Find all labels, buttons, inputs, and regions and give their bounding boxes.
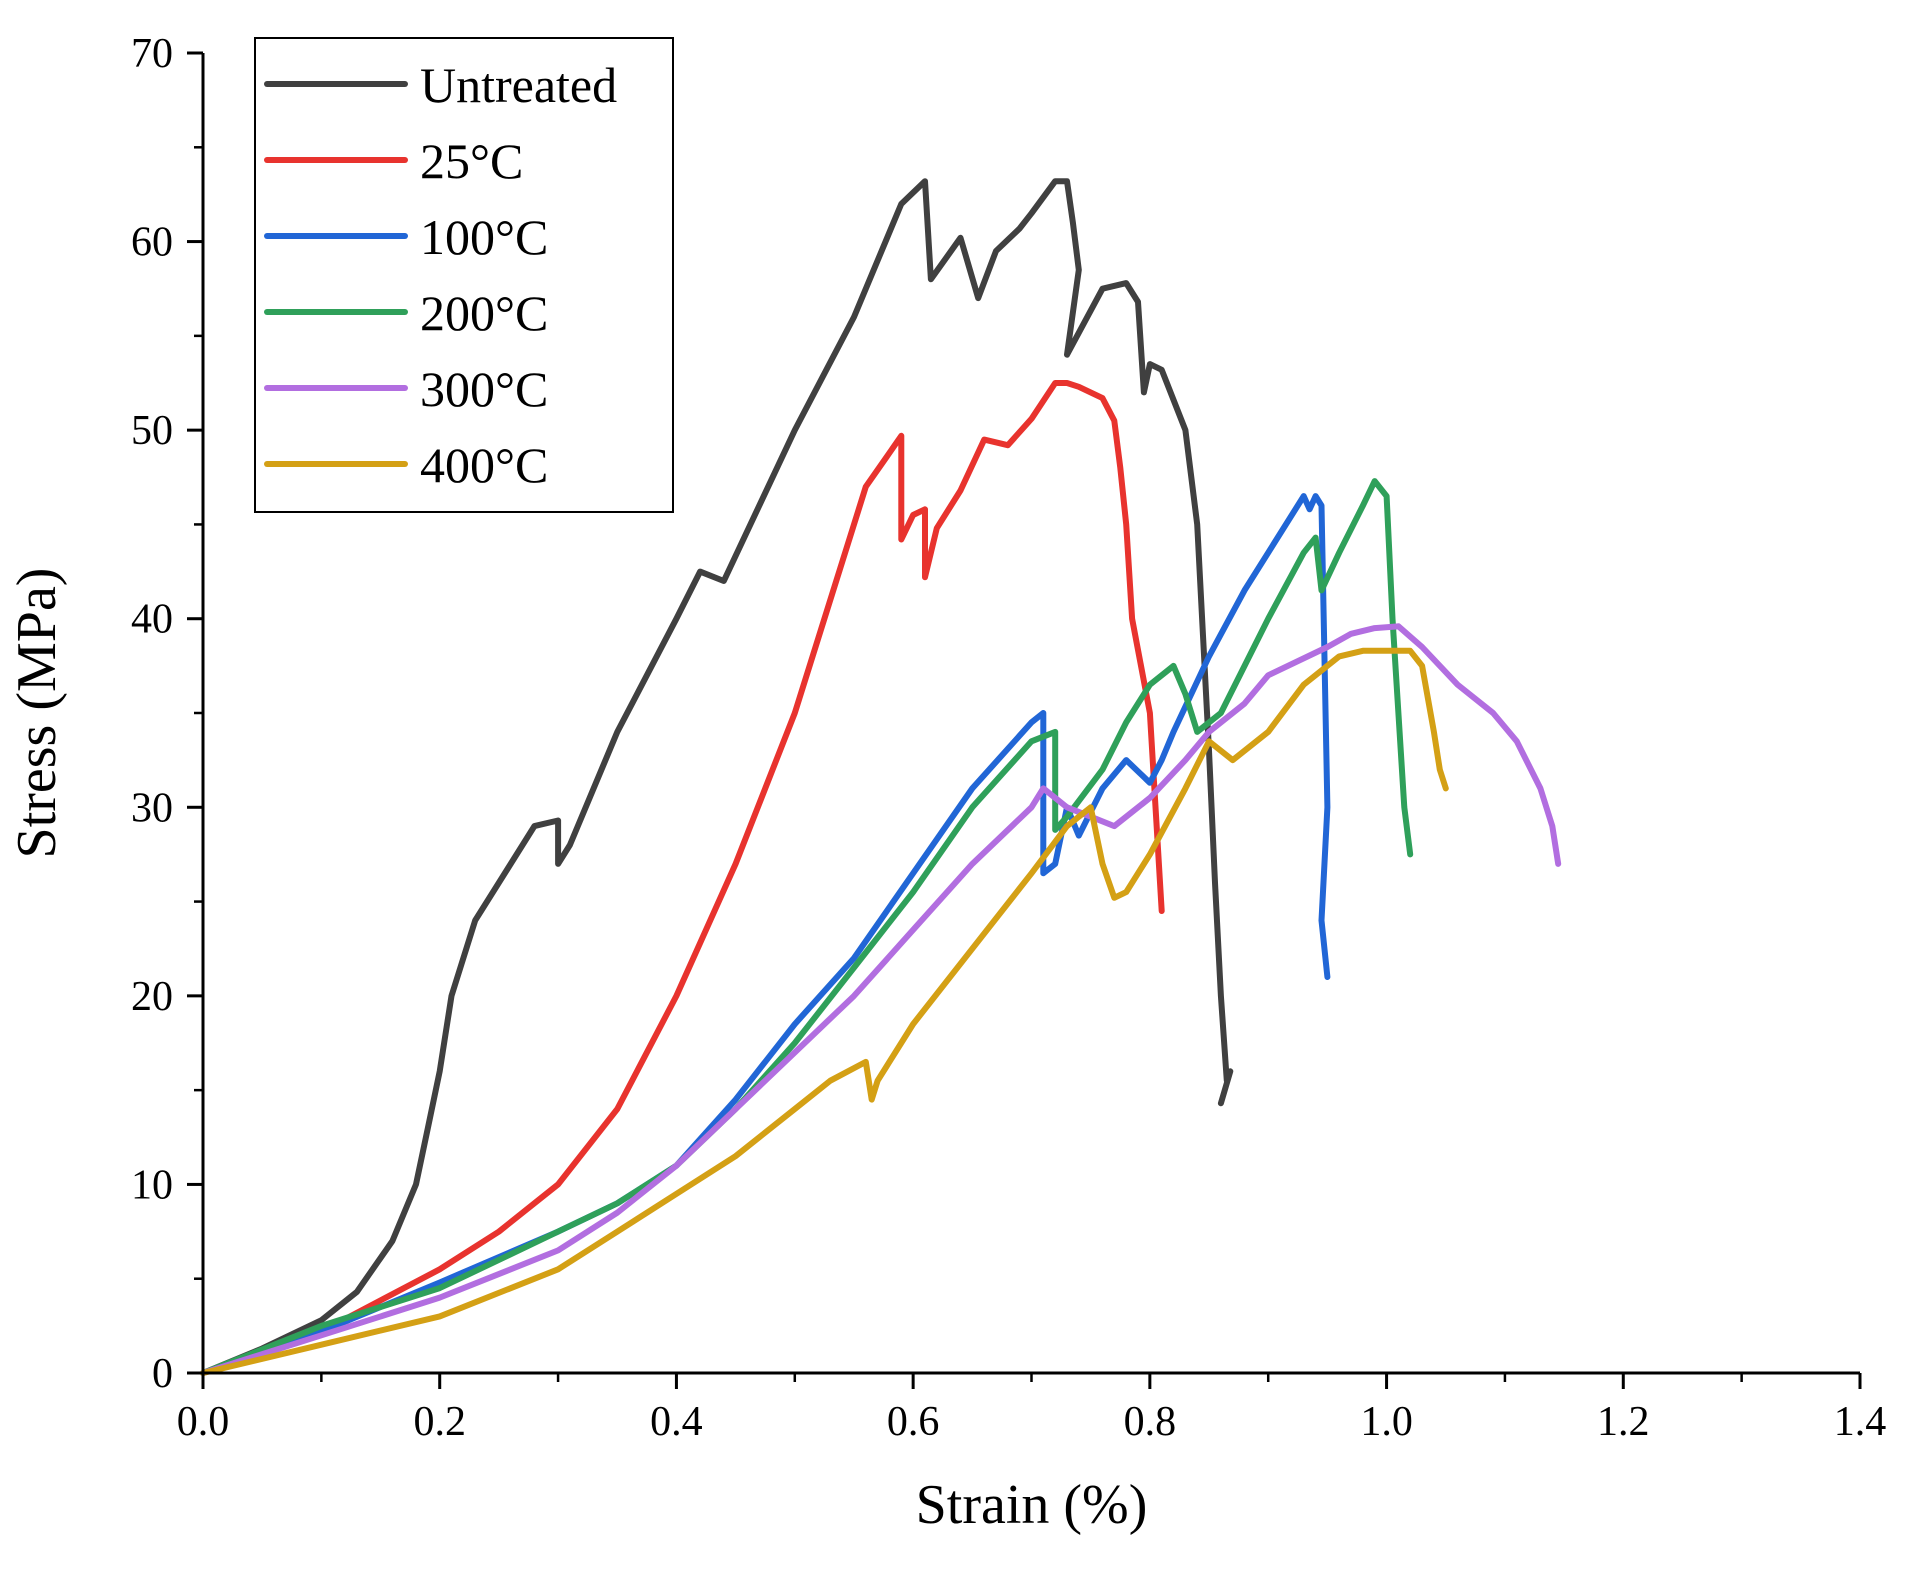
y-tick-label: 60	[131, 220, 173, 266]
x-tick-label: 0.8	[1124, 1399, 1177, 1445]
y-tick-label: 50	[131, 408, 173, 454]
x-tick-label: 1.4	[1834, 1399, 1887, 1445]
legend-label: 200°C	[420, 285, 548, 341]
y-tick-label: 40	[131, 597, 173, 643]
legend: Untreated 25°C 100°C 200°C 300°C 400°C	[254, 37, 674, 513]
x-tick-label: 0.4	[650, 1399, 703, 1445]
x-tick-label: 0.6	[887, 1399, 940, 1445]
series-line-5	[200, 647, 1449, 1376]
y-tick-label: 0	[152, 1351, 173, 1397]
y-axis-title: Stress (MPa)	[6, 568, 68, 859]
x-tick-label: 0.2	[413, 1399, 466, 1445]
legend-label: 300°C	[420, 361, 548, 417]
series-layer	[200, 178, 1562, 1376]
series-line-0	[200, 178, 1234, 1376]
y-tick-label: 10	[131, 1162, 173, 1208]
x-tick-label: 1.0	[1360, 1399, 1413, 1445]
x-axis-title: Strain (%)	[916, 1474, 1148, 1536]
ticks-layer: 0.0 0.2 0.4 0.6 0.8 1.0 1.2 1.4 0 10 20 30 40 50 60 70	[131, 31, 1886, 1445]
legend-label: 100°C	[420, 209, 548, 265]
legend-box	[254, 37, 674, 513]
legend-label: 25°C	[420, 133, 523, 189]
x-tick-label: 1.2	[1597, 1399, 1650, 1445]
series-line-4	[200, 623, 1562, 1376]
series-line-1	[200, 380, 1165, 1376]
y-tick-label: 30	[131, 785, 173, 831]
y-tick-label: 20	[131, 974, 173, 1020]
legend-label: Untreated	[420, 57, 617, 113]
y-tick-label: 70	[131, 31, 173, 77]
x-tick-label: 0.0	[177, 1399, 230, 1445]
legend-label: 400°C	[420, 437, 548, 493]
